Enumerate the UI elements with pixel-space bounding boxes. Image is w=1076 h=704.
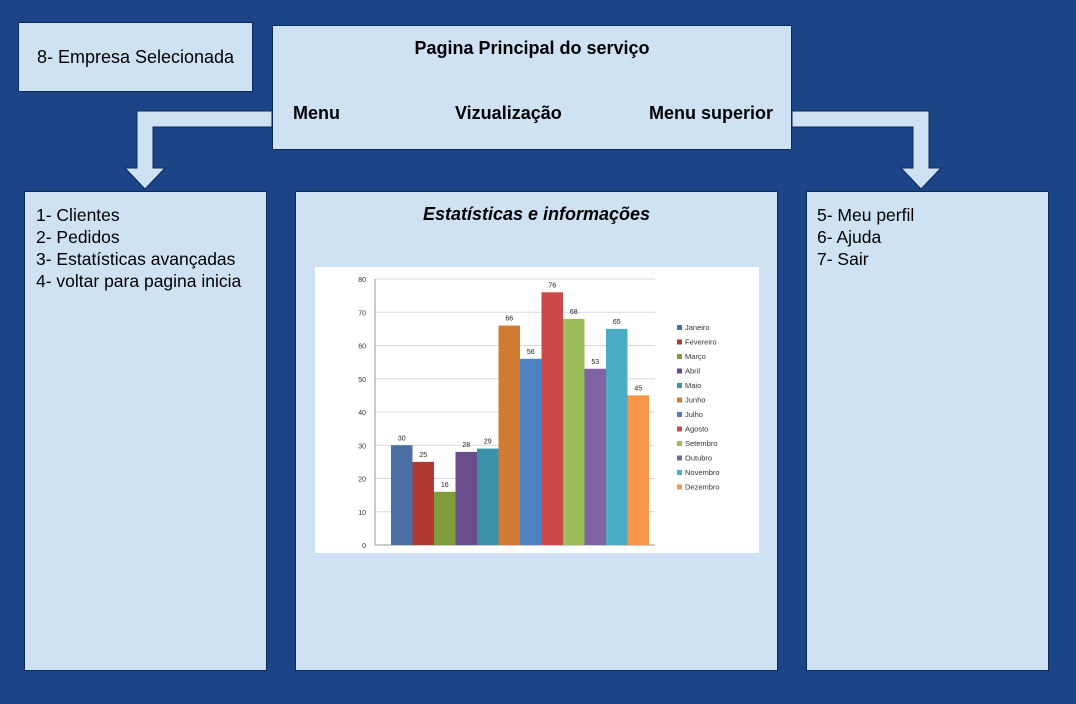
arrow-to-left-menu <box>123 110 273 190</box>
data-label: 25 <box>419 452 427 459</box>
legend-swatch <box>677 354 682 359</box>
y-tick-label: 50 <box>358 377 366 384</box>
bar-janeiro <box>391 445 413 545</box>
data-label: 29 <box>484 439 492 446</box>
legend-swatch <box>677 397 682 403</box>
selected-company-label: 8- Empresa Selecionada <box>36 46 235 67</box>
bar-julho <box>520 358 542 545</box>
menu-item-sair[interactable]: 7- Sair <box>817 249 869 269</box>
left-menu-panel: 1- Clientes 2- Pedidos 3- Estatísticas a… <box>24 191 267 671</box>
legend-swatch <box>677 339 682 345</box>
chart-svg: 0 10 20 30 40 50 60 70 80 30 25 16 28 29 66 56 76 68 53 65 4… <box>358 277 720 550</box>
legend-entry: Dezembro <box>685 483 720 492</box>
statistics-title: Estatísticas e informações <box>422 204 651 224</box>
data-label: 76 <box>548 282 556 289</box>
menu-item-voltar[interactable]: 4- voltar para pagina inicia <box>36 271 242 291</box>
legend-swatch <box>677 368 682 374</box>
bar-agosto <box>541 292 563 545</box>
main-page-title: Pagina Principal do serviço <box>414 38 650 58</box>
top-menu-label[interactable]: Menu superior <box>649 103 774 123</box>
bar-outubro <box>584 368 606 545</box>
data-label: 56 <box>527 349 535 356</box>
data-label: 66 <box>505 316 513 323</box>
legend-entry: Outubro <box>685 454 712 463</box>
y-tick-label: 40 <box>358 410 366 417</box>
bar-abril <box>455 451 477 545</box>
statistics-panel: Estatísticas e informações 0 10 20 30 40 50 60… <box>295 191 778 671</box>
y-tick-label: 80 <box>358 277 366 284</box>
y-tick-label: 60 <box>358 344 366 351</box>
monthly-bar-chart: 0 10 20 30 40 50 60 70 80 30 25 16 28 29 66 56 76 68 53 65 4… <box>315 267 759 553</box>
y-tick-label: 10 <box>358 510 366 517</box>
legend-entry: Maio <box>685 381 701 390</box>
bar-setembro <box>563 318 585 545</box>
legend-swatch <box>677 470 682 475</box>
arrow-to-right-menu <box>791 110 943 190</box>
bar-fevereiro <box>412 461 434 545</box>
bar-dezembro <box>627 395 649 545</box>
bar-novembro <box>606 328 628 545</box>
menu-item-clientes[interactable]: 1- Clientes <box>36 205 120 225</box>
top-menu-panel: 5- Meu perfil 6- Ajuda 7- Sair <box>806 191 1049 671</box>
bar-junho <box>498 325 520 545</box>
data-label: 65 <box>613 319 621 326</box>
bar-maio <box>477 448 499 545</box>
legend-swatch <box>677 412 682 417</box>
legend-swatch <box>677 383 682 388</box>
legend-entry: Novembro <box>685 468 720 477</box>
y-tick-label: 70 <box>358 310 366 317</box>
legend-entry: Abril <box>685 367 700 376</box>
data-label: 16 <box>441 482 449 489</box>
data-label: 45 <box>634 385 642 392</box>
menu-item-meu-perfil[interactable]: 5- Meu perfil <box>817 205 915 225</box>
menu-label[interactable]: Menu <box>293 103 340 123</box>
y-tick-label: 30 <box>358 443 366 450</box>
legend-swatch <box>677 441 682 446</box>
data-label: 68 <box>570 309 578 316</box>
main-page-box: Pagina Principal do serviço Menu Vizuali… <box>272 25 792 150</box>
legend-entry: Agosto <box>685 425 708 434</box>
y-tick-label: 20 <box>358 477 366 484</box>
legend-entry: Março <box>685 352 706 361</box>
menu-item-pedidos[interactable]: 2- Pedidos <box>36 227 120 247</box>
visualization-label[interactable]: Vizualização <box>455 103 562 123</box>
bar-março <box>434 491 456 545</box>
data-label: 30 <box>398 435 406 442</box>
menu-item-estatisticas[interactable]: 3- Estatísticas avançadas <box>36 249 236 269</box>
legend-swatch <box>677 484 682 490</box>
legend-swatch <box>677 455 682 461</box>
legend-entry: Julho <box>685 410 703 419</box>
data-label: 53 <box>591 359 599 366</box>
legend-entry: Setembro <box>685 439 718 448</box>
data-label: 28 <box>462 442 470 449</box>
legend-entry: Janeiro <box>685 323 710 332</box>
legend-swatch <box>677 325 682 330</box>
y-tick-label: 0 <box>362 543 366 550</box>
legend-swatch <box>677 426 682 432</box>
legend-entry: Junho <box>685 396 705 405</box>
selected-company-box[interactable]: 8- Empresa Selecionada <box>18 22 253 92</box>
legend-entry: Fevereiro <box>685 338 717 347</box>
menu-item-ajuda[interactable]: 6- Ajuda <box>817 227 882 247</box>
